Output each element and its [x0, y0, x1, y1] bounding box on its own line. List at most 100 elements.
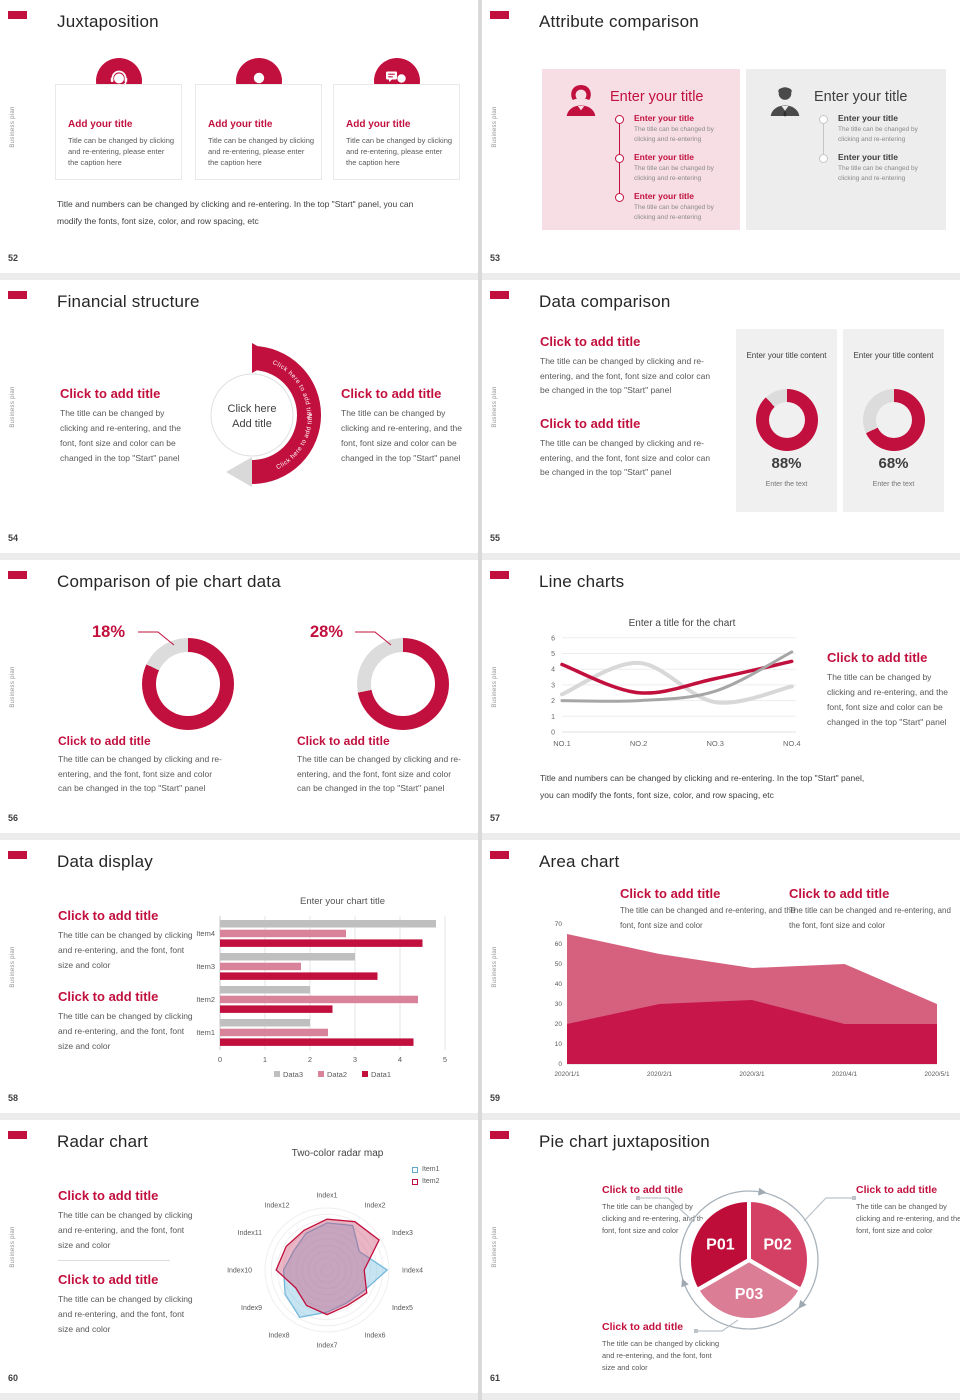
- chart-label: 3: [353, 1055, 357, 1064]
- chart-label: 2020/1/1: [554, 1071, 580, 1078]
- chart-label: 2020/2/1: [647, 1071, 673, 1078]
- legend-swatch-blue: [412, 1166, 418, 1173]
- chart-label: 0: [551, 730, 555, 737]
- timeline-item-title: Enter your title: [634, 152, 694, 162]
- card-heading: Add your title: [68, 119, 133, 130]
- slide-61-pie-juxtaposition[interactable]: Business plan Pie chart juxtaposition Cl…: [482, 1120, 960, 1400]
- chart-label: Index5: [392, 1305, 413, 1312]
- feature-card: Add your title Title can be changed by c…: [55, 84, 182, 180]
- card-caption: Title can be changed by clicking and re-…: [346, 136, 453, 167]
- brand-badge: [490, 1131, 509, 1139]
- chart-label: Item1: [196, 1028, 215, 1037]
- block-heading: Click to add title: [341, 386, 442, 401]
- line-chart: 0 1 2 3 4 5 6 NO.1 NO.2 NO.3 NO.4: [551, 635, 800, 748]
- chart-label: 6: [551, 635, 555, 642]
- pie-outer-ring: [679, 1190, 819, 1330]
- page-number: 56: [8, 813, 19, 823]
- chart-label: 4: [551, 667, 555, 674]
- block-heading: Click to add title: [602, 1321, 684, 1333]
- block-heading: Click to add title: [789, 886, 890, 901]
- slide-54-financial-structure[interactable]: Business plan Financial structure Click …: [0, 280, 478, 560]
- page-number: 60: [8, 1373, 19, 1383]
- block-body: The title can be changed by clicking and…: [60, 408, 181, 463]
- bar: [220, 962, 301, 971]
- block-body: The title can be changed and re-entering…: [620, 906, 796, 930]
- bar: [220, 986, 310, 994]
- chart-label: 2020/5/1: [924, 1071, 950, 1078]
- chart-label: Index9: [241, 1305, 262, 1312]
- donut-chart: [862, 389, 925, 451]
- block-heading: Click to add title: [58, 734, 151, 748]
- timeline-dot: [818, 115, 828, 124]
- chart-label: P02: [763, 1237, 792, 1254]
- vertical-label: Business plan: [10, 106, 16, 148]
- block-body: The title can be changed by clicking and…: [540, 438, 711, 477]
- chart-title: Enter a title for the chart: [628, 618, 736, 629]
- chart-label: NO.1: [553, 739, 571, 748]
- block-body: The title can be changed by clicking and…: [58, 1011, 193, 1051]
- page-number: 59: [490, 1093, 501, 1103]
- page-title: Pie chart juxtaposition: [539, 1132, 710, 1151]
- slide-53-attribute-comparison[interactable]: Business plan Attribute comparison Enter…: [482, 0, 960, 280]
- block-body: The title can be changed by clicking and…: [341, 408, 462, 463]
- line-series: [560, 659, 794, 695]
- slide-footer-note: Title and numbers can be changed by clic…: [540, 773, 865, 800]
- legend-label: Item1: [422, 1166, 440, 1173]
- stat-card-label: Enter your title content: [746, 351, 827, 360]
- chart-label: 5: [551, 651, 555, 658]
- chart-label: 10: [555, 1041, 563, 1048]
- arrowhead-icon: [226, 457, 252, 487]
- ring-arrow-icon: [758, 1187, 767, 1196]
- chart-label: P03: [735, 1286, 764, 1303]
- radar-grid: [307, 1250, 347, 1290]
- timeline-item-body: The title can be changed by clicking and…: [634, 126, 714, 143]
- panel-heading: Enter your title: [610, 89, 704, 105]
- brand-badge: [8, 1131, 27, 1139]
- page-title: Line charts: [539, 572, 625, 591]
- legend-label: Item2: [422, 1178, 440, 1185]
- slide-58-data-display[interactable]: Business plan Data display Click to add …: [0, 840, 478, 1120]
- block-heading: Click to add title: [297, 734, 390, 748]
- callout-dot: [636, 1196, 640, 1200]
- brand-badge: [490, 11, 509, 19]
- timeline-item: Enter your title The title can be change…: [634, 152, 736, 183]
- donut-percent-label: 18%: [92, 623, 126, 641]
- center-text: Add title: [232, 418, 272, 430]
- radar-grid: [314, 1257, 340, 1283]
- chart-label: Item4: [196, 929, 215, 938]
- chart-label: Index2: [365, 1203, 386, 1210]
- timeline-item-title: Enter your title: [634, 113, 694, 123]
- block-heading: Click to add title: [827, 650, 928, 665]
- stat-caption: Enter the text: [765, 481, 808, 488]
- chart-label: Data1: [371, 1070, 391, 1079]
- slide-59-area-chart[interactable]: Business plan Area chart Click to add ti…: [482, 840, 960, 1120]
- chart-label: 2020/3/1: [739, 1071, 765, 1078]
- chart-label: 5: [443, 1055, 447, 1064]
- chart-label: 60: [555, 941, 563, 948]
- divider: [58, 1260, 170, 1261]
- radar-series: [282, 1222, 389, 1318]
- vertical-label: Business plan: [10, 666, 16, 708]
- pie-chart: P02 P03 P01: [679, 1187, 819, 1330]
- comparison-panel-right: Enter your title Enter your title The ti…: [746, 69, 946, 230]
- slide-55-data-comparison[interactable]: Business plan Data comparison Click to a…: [482, 280, 960, 560]
- slide-57-line-charts[interactable]: Business plan Line charts Enter a title …: [482, 560, 960, 840]
- chart-label: 4: [398, 1055, 402, 1064]
- slide-60-radar-chart[interactable]: Business plan Radar chart Click to add t…: [0, 1120, 478, 1400]
- slide-52-juxtaposition[interactable]: Business plan Juxtaposition Add your: [0, 0, 478, 280]
- chart-label: NO.2: [630, 739, 648, 748]
- feature-card: Add your title Title can be changed by c…: [333, 84, 460, 180]
- cycle-diagram: Click here to add title Click here to ad…: [210, 343, 321, 487]
- legend-swatch: [274, 1071, 280, 1077]
- slide-56-pie-comparison[interactable]: Business plan Comparison of pie chart da…: [0, 560, 478, 840]
- card-caption: Title can be changed by clicking and re-…: [208, 136, 315, 167]
- line-series: [560, 660, 794, 705]
- timeline-item: Enter your title The title can be change…: [838, 113, 940, 144]
- chart-label: Data3: [283, 1070, 303, 1079]
- block-heading: Click to add title: [60, 386, 161, 401]
- chart-label: 0: [558, 1061, 562, 1068]
- block-heading: Click to add title: [620, 886, 721, 901]
- chart-label: Index10: [227, 1268, 252, 1275]
- chart-label: Item3: [196, 962, 215, 971]
- bar: [220, 953, 355, 961]
